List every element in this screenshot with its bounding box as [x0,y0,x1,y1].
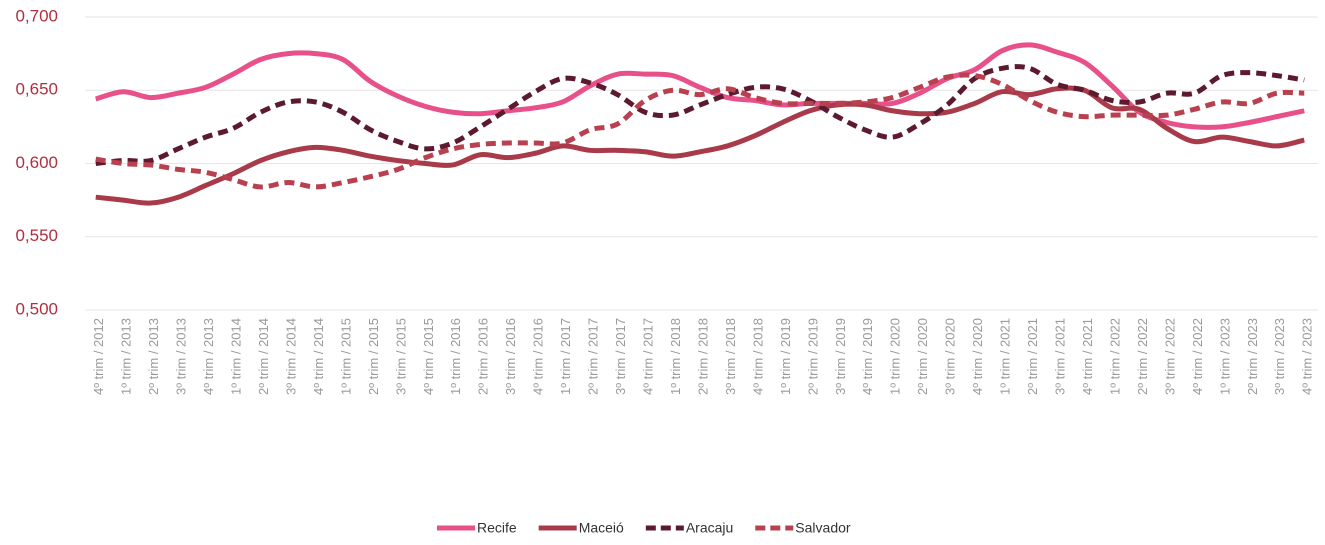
x-tick-label: 1º trim / 2023 [1217,318,1232,395]
x-tick-label: 4º trim / 2018 [750,318,765,395]
x-tick-label: 2º trim / 2020 [915,318,930,395]
x-tick-label: 4º trim / 2022 [1190,318,1205,395]
x-tick-label: 4º trim / 2012 [91,318,106,395]
x-tick-label: 3º trim / 2015 [393,318,408,395]
y-tick-label: 0,500 [15,299,58,318]
x-tick-label: 3º trim / 2017 [613,318,628,395]
legend-label: Salvador [795,520,851,536]
series-line [95,72,1305,190]
x-tick-label: 1º trim / 2021 [998,318,1013,395]
x-tick-label: 4º trim / 2019 [860,318,875,395]
legend-label: Recife [477,520,517,536]
x-tick-label: 3º trim / 2021 [1053,318,1068,395]
x-tick-label: 2º trim / 2021 [1025,318,1040,395]
series-line [95,42,1305,130]
x-tick-label: 3º trim / 2019 [833,318,848,395]
x-tick-label: 1º trim / 2015 [338,318,353,395]
x-tick-label: 2º trim / 2023 [1245,318,1260,395]
x-tick-label: 3º trim / 2014 [283,318,298,395]
x-tick-label: 4º trim / 2016 [531,318,546,395]
x-tick-label: 2º trim / 2018 [695,318,710,395]
y-tick-label: 0,550 [15,226,58,245]
x-tick-label: 4º trim / 2023 [1300,318,1315,395]
x-tick-label: 4º trim / 2020 [970,318,985,395]
legend-item: Salvador [755,520,851,536]
x-tick-label: 2º trim / 2019 [805,318,820,395]
x-tick-label: 3º trim / 2013 [174,318,189,395]
x-tick-label: 1º trim / 2020 [888,318,903,395]
x-tick-label: 2º trim / 2017 [586,318,601,395]
x-tick-label: 2º trim / 2022 [1135,318,1150,395]
series-line [95,64,1305,166]
legend-label: Maceió [579,520,624,536]
x-tick-label: 1º trim / 2019 [778,318,793,395]
x-tick-label: 2º trim / 2015 [366,318,381,395]
x-tick-label: 1º trim / 2022 [1107,318,1122,395]
x-tick-label: 2º trim / 2014 [256,318,271,395]
x-tick-label: 3º trim / 2016 [503,318,518,395]
y-tick-label: 0,600 [15,153,58,172]
series-line [95,85,1305,206]
y-tick-label: 0,700 [15,6,58,25]
legend-label: Aracaju [686,520,733,536]
x-tick-label: 1º trim / 2016 [448,318,463,395]
x-tick-label: 1º trim / 2018 [668,318,683,395]
x-tick-label: 1º trim / 2013 [119,318,134,395]
x-tick-label: 4º trim / 2021 [1080,318,1095,395]
x-tick-label: 2º trim / 2013 [146,318,161,395]
y-tick-label: 0,650 [15,80,58,99]
x-tick-label: 4º trim / 2017 [641,318,656,395]
legend-item: Maceió [538,520,624,536]
x-tick-label: 3º trim / 2020 [943,318,958,395]
x-tick-label: 3º trim / 2023 [1272,318,1287,395]
x-tick-label: 1º trim / 2014 [229,318,244,395]
legend-item: Recife [437,520,517,536]
x-tick-label: 4º trim / 2014 [311,318,326,395]
legend-item: Aracaju [645,520,733,536]
x-tick-label: 1º trim / 2017 [558,318,573,395]
x-tick-label: 3º trim / 2022 [1162,318,1177,395]
x-tick-label: 3º trim / 2018 [723,318,738,395]
x-tick-label: 4º trim / 2015 [421,318,436,395]
x-tick-label: 2º trim / 2016 [476,318,491,395]
x-tick-label: 4º trim / 2013 [201,318,216,395]
